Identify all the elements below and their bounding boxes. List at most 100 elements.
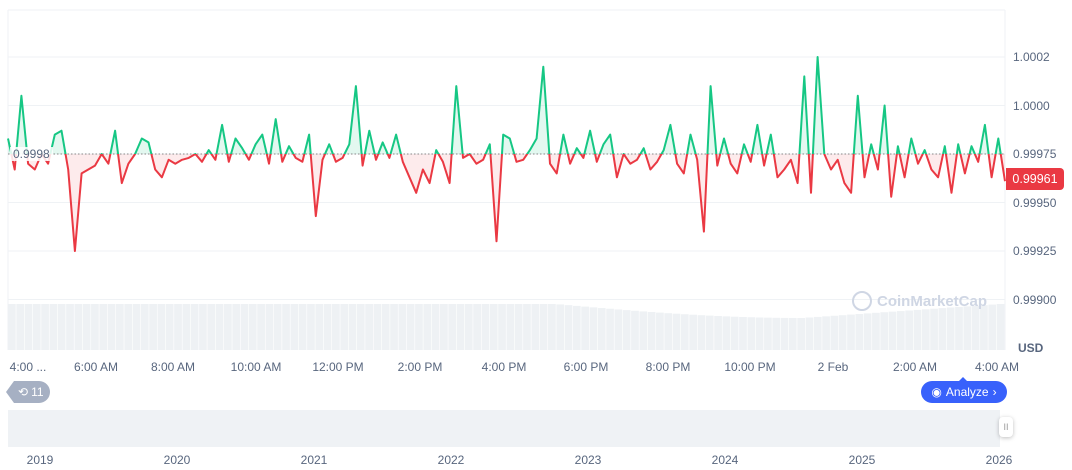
volume-bar [730,316,739,350]
x-tick-label: 2 Feb [817,360,849,374]
y-tick-label: 0.99900 [1013,292,1057,307]
x-tick-label: 10:00 AM [230,360,282,374]
volume-bar [415,304,423,350]
volume-bar [348,304,357,350]
navigator-year-label: 2024 [711,453,739,467]
volume-bar [82,304,91,350]
currency-label: USD [1018,341,1044,355]
watermark-text: CoinMarketCap [877,292,988,310]
volume-bar [498,304,506,350]
history-badge[interactable]: ⟲ 11 [6,381,50,403]
volume-bar [572,305,581,350]
volume-bar [190,304,199,350]
volume-bar [739,317,747,350]
volume-bar [847,314,855,350]
volume-bar [16,304,25,350]
y-tick-label: 0.99925 [1013,244,1057,258]
y-tick-label: 1.0000 [1013,98,1050,113]
volume-bar [91,304,99,350]
volume-bar [140,304,149,350]
volume-bar [448,304,457,350]
x-tick-label: 4:00 PM [481,360,527,374]
volume-bar [124,304,133,350]
x-tick-label: 12:00 PM [312,360,364,374]
volume-bar [165,304,174,350]
watermark: CoinMarketCap [852,291,987,311]
volume-bar [149,304,157,350]
volume-bar [215,304,224,350]
volume-bar [373,304,382,350]
baseline-label: 0.9998 [10,147,53,161]
volume-bar [971,305,980,350]
history-count: 11 [31,385,44,399]
volume-bar [656,312,664,350]
navigator-handle[interactable]: II [999,417,1013,437]
x-tick-label: 2:00 AM [892,360,938,374]
chevron-right-icon: › [992,385,997,399]
volume-bar [664,313,673,350]
analyze-icon: ◉ [931,385,942,399]
volume-bar [913,309,922,350]
volume-bar [307,304,315,350]
volume-bar [315,304,324,350]
x-tick-label: 10:00 PM [724,360,776,374]
navigator-year-label: 2025 [848,453,876,467]
volume-bar [639,311,648,350]
volume-bar [988,304,997,350]
volume-bar [116,304,124,350]
volume-bar [506,304,515,350]
volume-bar [481,304,490,350]
volume-bar [431,304,440,350]
volume-bar [822,316,830,350]
volume-bar [680,314,689,350]
volume-bar [66,304,74,350]
volume-bar [406,304,415,350]
volume-bar [514,304,523,350]
volume-bar [539,304,548,350]
volume-bar [838,315,847,350]
volume-bar [780,317,789,350]
volume-bar [398,304,407,350]
volume-bar [980,305,988,350]
volume-bar [257,304,265,350]
volume-bar [564,305,573,350]
volume-bar [41,304,49,350]
volume-bar [813,316,822,350]
navigator-year-label: 2021 [300,453,328,467]
volume-bar [49,304,58,350]
volume-bar [473,304,481,350]
volume-bar [8,304,16,350]
volume-bar [240,304,249,350]
volume-bar [132,304,141,350]
x-tick-label: 6:00 AM [73,360,119,374]
volume-bar [697,315,706,350]
area-down [8,154,1005,251]
volume-bar [896,311,905,350]
volume-bar [489,304,498,350]
volume-bar [340,304,349,350]
volume-bar [332,304,340,350]
volume-bar [282,304,290,350]
volume-bar [440,304,448,350]
volume-bar [764,317,772,350]
analyze-button[interactable]: ◉ Analyze › [921,377,1007,403]
volume-bar [722,316,731,350]
volume-bar [863,313,872,350]
navigator-year-label: 2026 [985,453,1013,467]
volume-bar [872,312,880,350]
volume-bar [921,309,930,350]
volume-bar [390,304,398,350]
volume-bar [323,304,332,350]
x-tick-label: 8:00 AM [150,360,196,374]
range-navigator[interactable] [8,410,1000,447]
volume-bar [930,308,938,350]
volume-bar [963,306,972,350]
history-icon: ⟲ [18,385,29,399]
volume-bar [157,304,166,350]
navigator-year-label: 2023 [574,453,602,467]
price-line-up [7,56,1002,154]
coinmarketcap-logo-icon [852,291,872,311]
volume-bar [174,304,182,350]
